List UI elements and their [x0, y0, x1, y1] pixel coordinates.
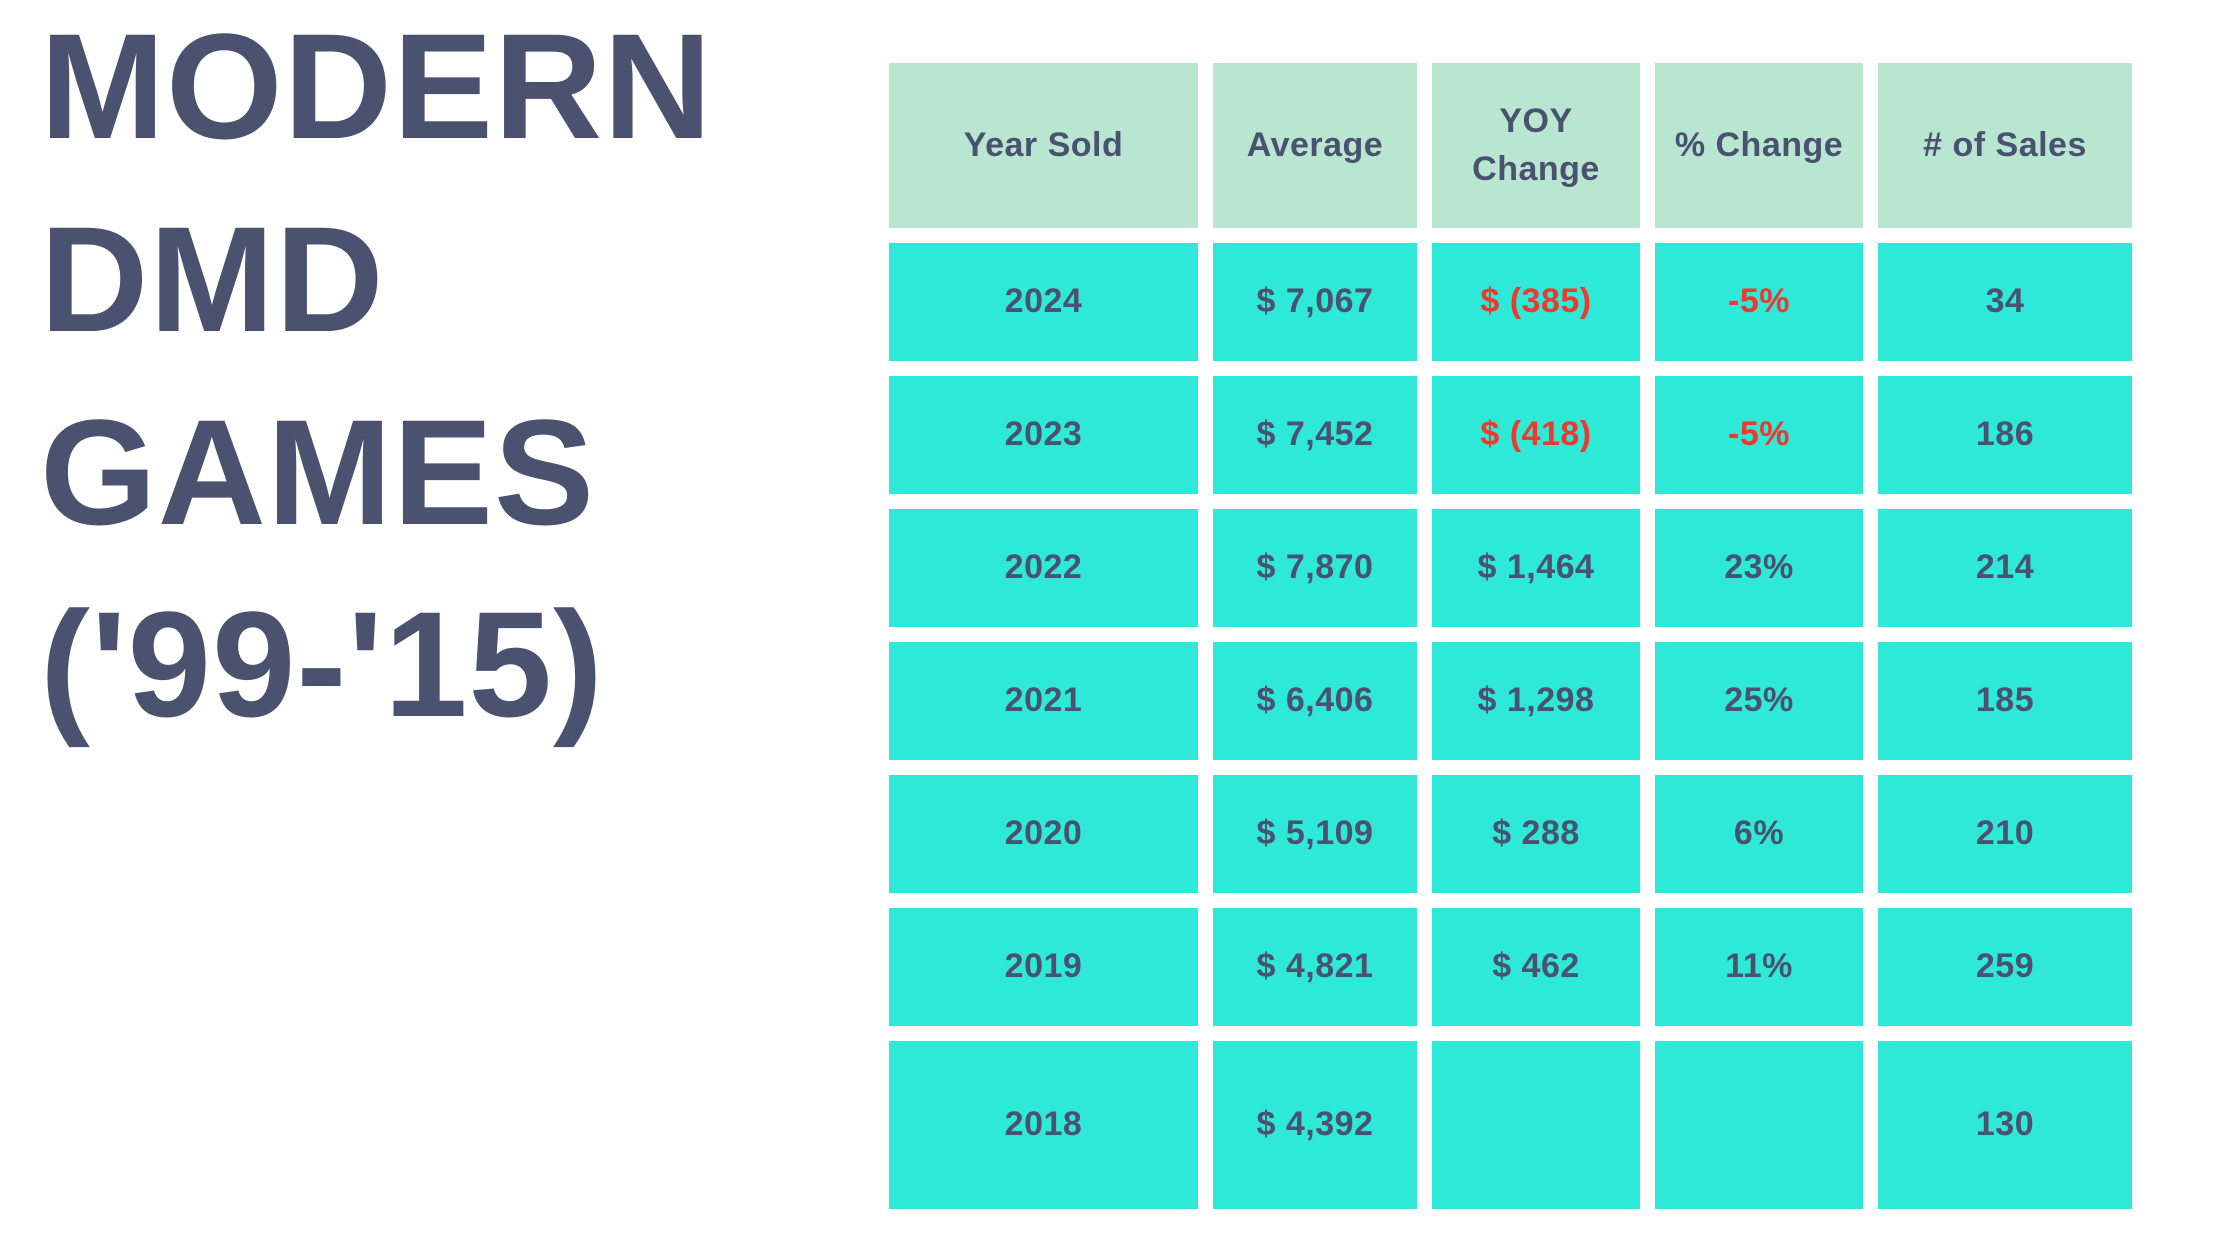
cell-num-sales: 34 — [1878, 243, 2132, 361]
table-row-2019: 2019 $ 4,821 $ 462 11% 259 — [889, 908, 2132, 1026]
cell-pct-change: 6% — [1655, 775, 1863, 893]
cell-average: $ 6,406 — [1213, 642, 1417, 760]
cell-average: $ 5,109 — [1213, 775, 1417, 893]
cell-yoy-change: $ 1,464 — [1432, 509, 1640, 627]
table-row-2022: 2022 $ 7,870 $ 1,464 23% 214 — [889, 509, 2132, 627]
cell-year-sold: 2018 — [889, 1041, 1198, 1209]
cell-pct-change: -5% — [1655, 376, 1863, 494]
table-row-2024: 2024 $ 7,067 $ (385) -5% 34 — [889, 243, 2132, 361]
header-year-sold: Year Sold — [889, 63, 1198, 228]
cell-num-sales: 210 — [1878, 775, 2132, 893]
cell-average: $ 7,067 — [1213, 243, 1417, 361]
cell-year-sold: 2019 — [889, 908, 1198, 1026]
title-line: DMD — [40, 194, 385, 363]
cell-average: $ 7,870 — [1213, 509, 1417, 627]
cell-pct-change: 25% — [1655, 642, 1863, 760]
cell-yoy-change: $ (385) — [1432, 243, 1640, 361]
cell-average: $ 4,821 — [1213, 908, 1417, 1026]
table-row-2021: 2021 $ 6,406 $ 1,298 25% 185 — [889, 642, 2132, 760]
cell-num-sales: 186 — [1878, 376, 2132, 494]
header-num-sales: # of Sales — [1878, 63, 2132, 228]
cell-yoy-change: $ 288 — [1432, 775, 1640, 893]
table-row-2018: 2018 $ 4,392 130 — [889, 1041, 2132, 1209]
cell-pct-change: 11% — [1655, 908, 1863, 1026]
cell-yoy-change: $ (418) — [1432, 376, 1640, 494]
cell-pct-change: 23% — [1655, 509, 1863, 627]
header-yoy-change: YOY Change — [1432, 63, 1640, 228]
cell-pct-change: -5% — [1655, 243, 1863, 361]
cell-year-sold: 2022 — [889, 509, 1198, 627]
cell-yoy-change: $ 462 — [1432, 908, 1640, 1026]
table-row-2023: 2023 $ 7,452 $ (418) -5% 186 — [889, 376, 2132, 494]
cell-pct-change — [1655, 1041, 1863, 1209]
title-line: ('99-'15) — [40, 580, 604, 749]
table-header-row: Year Sold Average YOY Change % Change # … — [889, 63, 2132, 228]
cell-yoy-change — [1432, 1041, 1640, 1209]
cell-year-sold: 2024 — [889, 243, 1198, 361]
table-row-2020: 2020 $ 5,109 $ 288 6% 210 — [889, 775, 2132, 893]
title-line: MODERN — [40, 2, 713, 170]
header-pct-change: % Change — [1655, 63, 1863, 228]
cell-num-sales: 130 — [1878, 1041, 2132, 1209]
cell-average: $ 7,452 — [1213, 376, 1417, 494]
dmd-sales-table: Year Sold Average YOY Change % Change # … — [889, 63, 2132, 1209]
page-title: MODERN DMD GAMES ('99-'15) — [40, 0, 713, 761]
cell-num-sales: 214 — [1878, 509, 2132, 627]
title-line: GAMES — [40, 387, 596, 556]
cell-average: $ 4,392 — [1213, 1041, 1417, 1209]
cell-yoy-change: $ 1,298 — [1432, 642, 1640, 760]
cell-year-sold: 2023 — [889, 376, 1198, 494]
cell-year-sold: 2021 — [889, 642, 1198, 760]
cell-num-sales: 185 — [1878, 642, 2132, 760]
header-average: Average — [1213, 63, 1417, 228]
cell-num-sales: 259 — [1878, 908, 2132, 1026]
cell-year-sold: 2020 — [889, 775, 1198, 893]
